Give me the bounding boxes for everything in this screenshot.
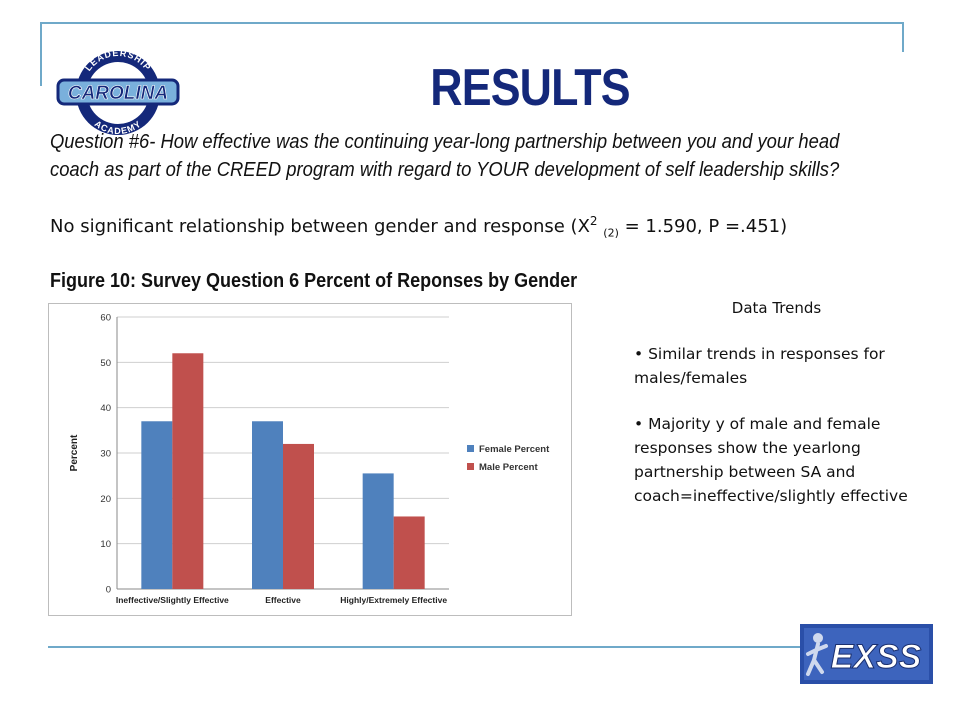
bar-female-1	[141, 421, 173, 589]
exss-logo-text: EXSS	[831, 638, 922, 676]
y-tick-label: 40	[100, 403, 111, 414]
figure-caption: Figure 10: Survey Question 6 Percent of …	[50, 270, 578, 292]
runner-body-icon	[806, 642, 828, 676]
bar-female-3	[362, 473, 394, 589]
bar-female-2	[252, 421, 283, 589]
y-tick-label: 50	[100, 358, 111, 369]
stat-suffix: = 1.590, P =.451)	[618, 216, 788, 237]
stat-superscript: 2	[589, 214, 598, 228]
top-rule-line	[40, 22, 904, 24]
slide-title: RESULTS	[430, 59, 630, 117]
exss-logo-inner-panel	[804, 628, 929, 680]
bar-male-2	[283, 443, 314, 589]
legend-swatch-female	[467, 445, 474, 452]
right-rule-line	[902, 22, 904, 52]
bottom-rule-line	[48, 646, 800, 648]
logo-main-text: CAROLINA	[68, 83, 168, 104]
y-tick-label: 60	[100, 313, 111, 324]
stat-subscript: (2)	[603, 226, 619, 240]
data-trend-item-1: • Similar trends in responses for males/…	[634, 345, 885, 387]
bar-male-3	[393, 516, 425, 589]
runner-figure-icon	[813, 633, 823, 643]
data-trends-title: Data Trends	[731, 299, 822, 317]
bar-male-1	[172, 353, 204, 589]
y-tick-label: 0	[106, 585, 111, 596]
legend-label-female: Female Percent	[479, 444, 550, 455]
x-tick-label: Effective	[265, 595, 301, 605]
x-tick-label: Highly/Extremely Effective	[340, 595, 447, 605]
y-tick-label: 30	[100, 449, 111, 460]
left-rule-line	[40, 22, 42, 86]
y-axis-label: Percent	[69, 434, 80, 471]
legend-swatch-male	[467, 463, 474, 470]
data-trend-item-2: • Majority y of male and female response…	[634, 415, 908, 505]
exss-logo: EXSS	[800, 624, 933, 684]
chi-square-statement: No significant relationship between gend…	[50, 214, 930, 240]
data-trends-panel: Data Trends • Similar trends in response…	[634, 296, 909, 530]
x-tick-label: Ineffective/Slightly Effective	[116, 595, 229, 605]
y-tick-label: 10	[100, 539, 111, 550]
legend-label-male: Male Percent	[479, 462, 538, 473]
stat-prefix: No significant relationship between gend…	[50, 216, 590, 237]
chart-frame: 0 10 20 30 40 50 60 Percent Ineffective/Slightly…	[48, 303, 572, 616]
logo-banner	[56, 78, 180, 106]
bar-chart: 0 10 20 30 40 50 60 Percent Ineffective/Slightly…	[69, 313, 550, 606]
carolina-leadership-academy-logo: LEADERSHIP ACADEMY CAROLINA	[56, 48, 180, 136]
survey-question: Question #6- How effective was the conti…	[50, 131, 840, 181]
y-tick-label: 20	[100, 494, 111, 505]
